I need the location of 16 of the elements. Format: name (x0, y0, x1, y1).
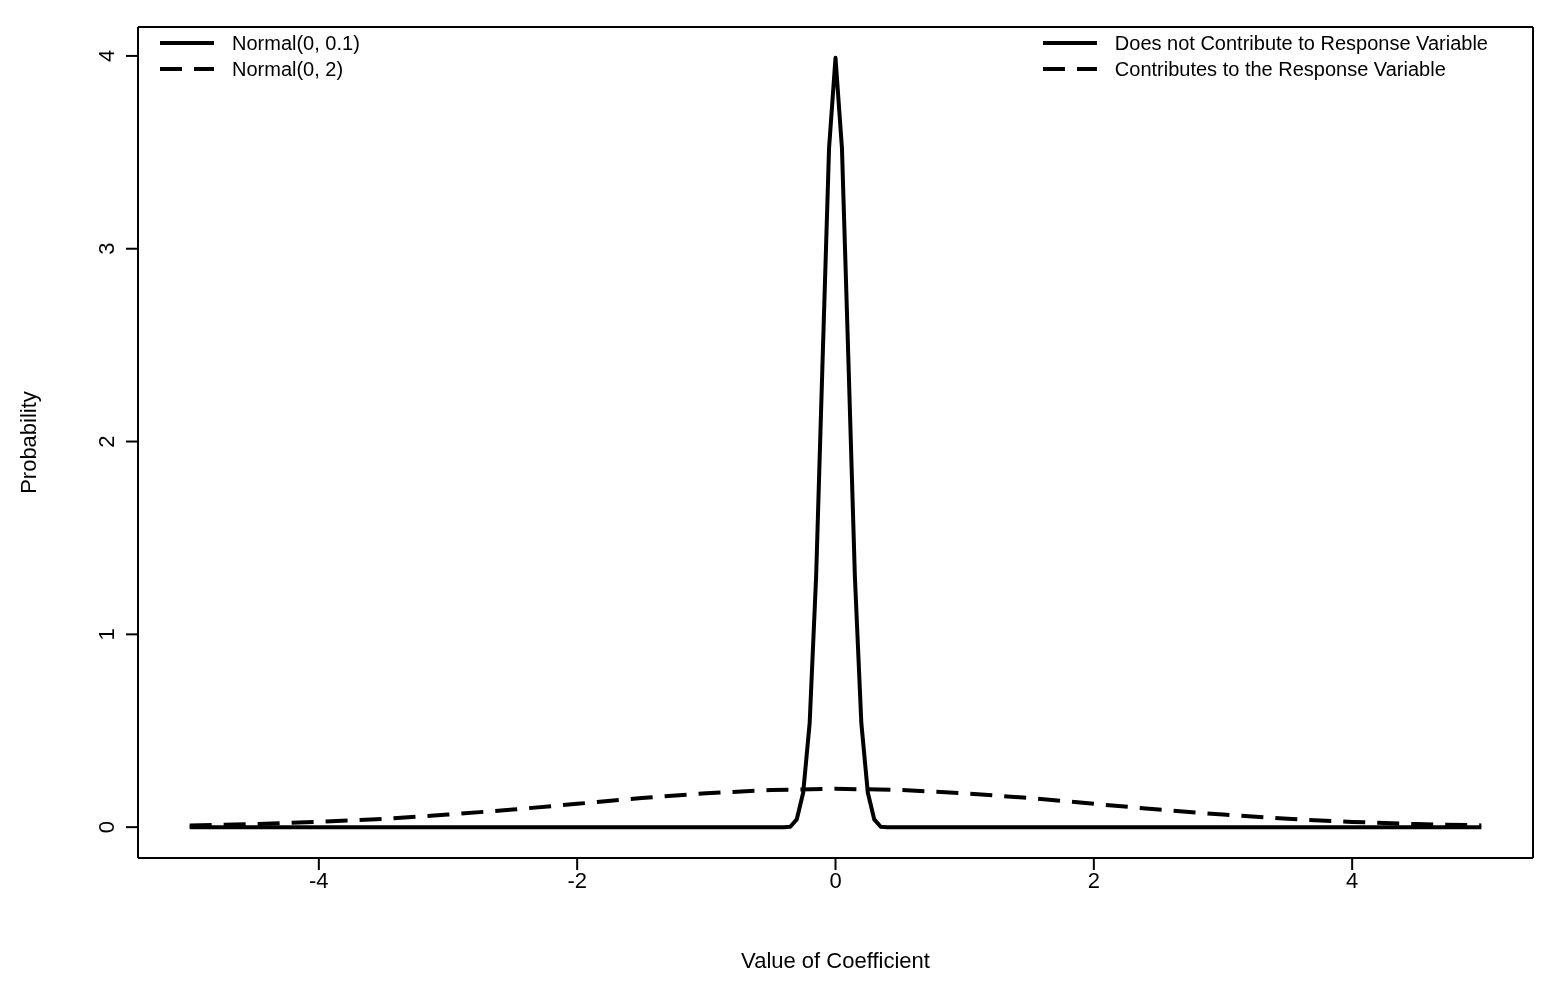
annotation: Does not Contribute to Response Variable (1114, 31, 1488, 55)
y-tick-label: 4 (94, 49, 119, 63)
x-tick-label: -2 (567, 867, 587, 893)
x-tick-label: 2 (1087, 867, 1100, 893)
annotation: Contributes to the Response Variable (1114, 57, 1446, 81)
y-tick-label: 0 (94, 821, 119, 834)
y-axis-title: Probability (15, 391, 41, 494)
legend-label: Normal(0, 0.1) (232, 31, 360, 55)
y-tick-label: 1 (94, 628, 119, 641)
legend-label: Normal(0, 2) (232, 57, 344, 81)
x-tick-label: 0 (829, 867, 842, 893)
x-tick-label: -4 (309, 867, 329, 893)
y-tick-label: 2 (94, 435, 119, 448)
x-axis-title: Value of Coefficient (741, 948, 930, 973)
y-tick-label: 3 (94, 242, 119, 255)
x-tick-label: 4 (1346, 867, 1359, 893)
